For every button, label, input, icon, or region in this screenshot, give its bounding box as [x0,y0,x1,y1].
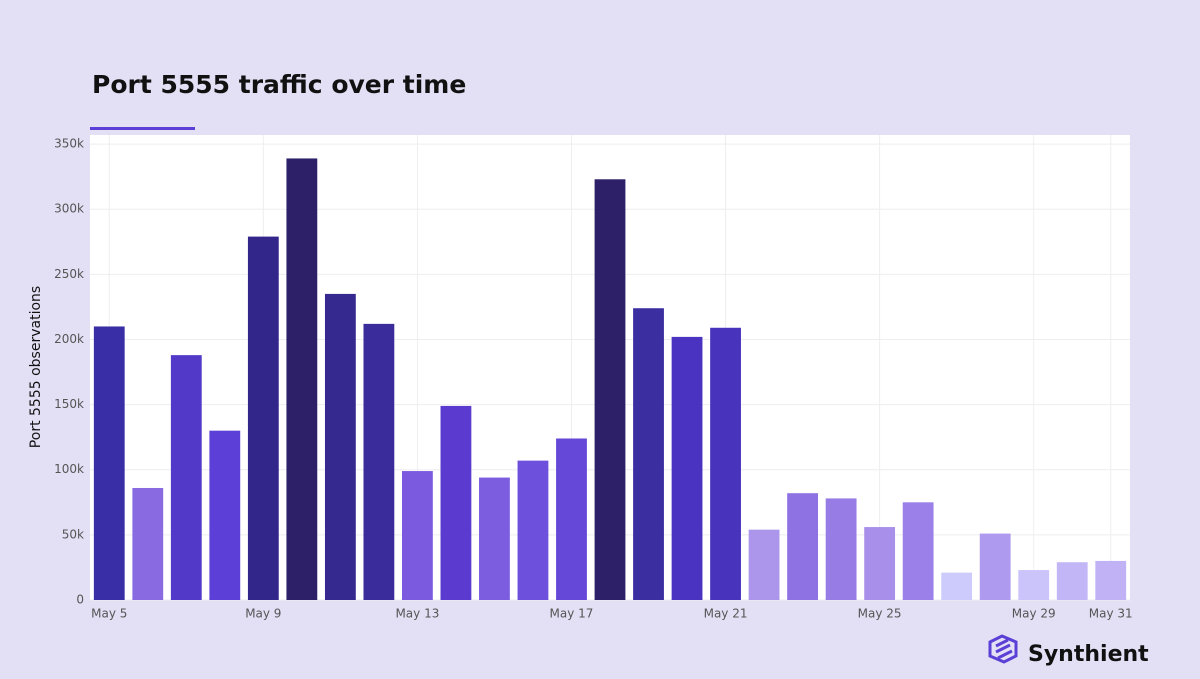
bar [324,293,356,600]
bar [93,326,125,600]
bar [748,529,780,600]
bar [286,158,318,600]
bar [979,533,1011,600]
bar [363,323,395,600]
bar [710,327,741,600]
bar [440,405,472,600]
x-tick-label: May 29 [1012,607,1056,621]
bar [402,471,433,600]
bar [825,498,857,600]
x-tick-label: May 31 [1089,607,1133,621]
bar [1056,562,1088,600]
brand-name: Synthient [1028,642,1149,667]
bar [1095,560,1127,600]
y-axis-label: Port 5555 observations [28,286,44,448]
y-tick-label: 300k [54,202,84,216]
bar [864,527,896,600]
bar [902,502,934,600]
bar [594,179,626,601]
bar [517,460,549,600]
y-tick-label: 50k [62,527,84,541]
x-tick-label: May 5 [91,607,127,621]
x-tick-label: May 21 [704,607,748,621]
y-tick-label: 200k [54,332,84,346]
bar [1018,570,1050,600]
x-tick-label: May 9 [245,607,281,621]
chart-title: Port 5555 traffic over time [92,70,466,99]
y-tick-label: 250k [54,267,84,281]
bar [209,430,241,600]
y-tick-label: 0 [76,593,84,607]
bar [170,355,202,600]
brand-logo [988,634,1018,664]
bar [941,572,973,600]
title-underline [90,127,195,130]
bar [671,336,703,600]
x-tick-label: May 17 [550,607,594,621]
bar [556,438,587,600]
x-tick-label: May 13 [395,607,439,621]
y-tick-label: 350k [54,137,84,151]
bar [787,493,818,600]
bar [479,477,510,600]
bar [633,308,664,600]
y-tick-label: 150k [54,397,84,411]
bar [247,236,279,601]
y-tick-label: 100k [54,462,84,476]
bar [132,487,164,600]
x-tick-label: May 25 [858,607,902,621]
